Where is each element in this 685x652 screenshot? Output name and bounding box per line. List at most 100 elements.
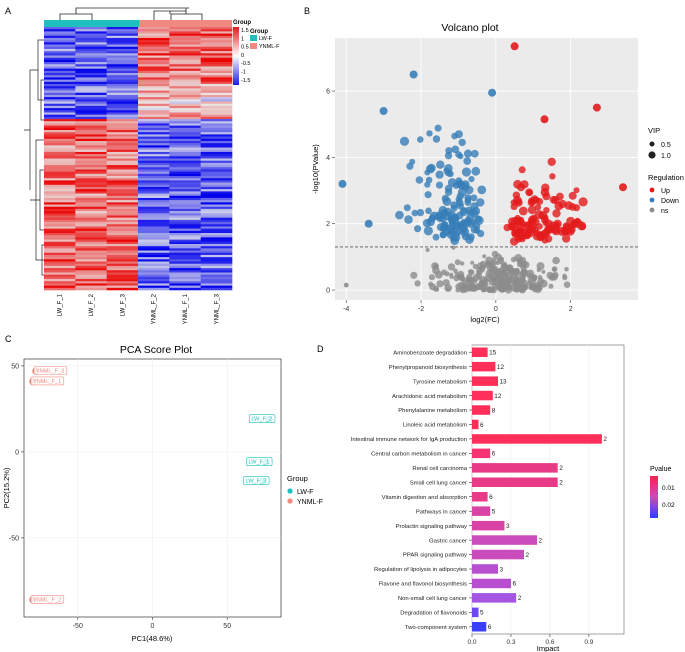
heatmap-cell (169, 257, 201, 260)
heatmap-cell (138, 145, 170, 148)
volcano-point-ns (410, 271, 418, 279)
heatmap-cell (138, 274, 170, 278)
heatmap-cell (44, 86, 76, 89)
volcano-point-down (461, 167, 471, 177)
heatmap-cell (106, 145, 139, 148)
heatmap-cell (44, 265, 76, 269)
heatmap-cell (44, 257, 76, 260)
heatmap-cell (169, 134, 201, 137)
heatmap-cell (106, 68, 139, 72)
volcano-point-ns (548, 274, 556, 281)
kegg-category-label: Pathways in cancer (416, 509, 467, 515)
volcano-point-up (512, 191, 521, 199)
heatmap-cell (200, 285, 233, 289)
heatmap-cell (169, 48, 201, 52)
kegg-bar-count: 2 (603, 436, 607, 443)
heatmap-cell (169, 219, 201, 223)
heatmap-cell (200, 200, 233, 203)
heatmap-cell (200, 79, 233, 83)
heatmap-cell (106, 248, 139, 251)
volcano-point-up (542, 219, 550, 227)
volcano-point-ns (444, 271, 450, 277)
heatmap-cell (169, 287, 201, 291)
heatmap-cell (200, 40, 233, 43)
kegg-bar (472, 405, 491, 415)
volcano-point-down (432, 233, 440, 241)
heatmap-cell (200, 73, 233, 76)
heatmap-cell (106, 191, 139, 194)
heatmap-cell (200, 83, 233, 87)
heatmap-cell (75, 145, 107, 148)
heatmap-cell (44, 64, 76, 67)
heatmap-cell (138, 224, 170, 227)
heatmap-cell (138, 59, 170, 63)
volcano-point-down (470, 194, 478, 202)
heatmap-cell (75, 243, 107, 247)
heatmap-cell (75, 241, 107, 245)
heatmap-cell (106, 130, 139, 133)
heatmap-cell (138, 130, 170, 133)
heatmap-cell (200, 92, 233, 96)
heatmap-cell (75, 68, 107, 72)
heatmap-cell (44, 81, 76, 85)
volcano-point-down (417, 136, 424, 143)
heatmap-cell (44, 42, 76, 45)
heatmap-cell (138, 217, 170, 221)
heatmap-cell (75, 254, 107, 258)
volcano-point-ns (479, 276, 487, 284)
heatmap-cell (106, 257, 139, 260)
heatmap-cell (200, 197, 233, 201)
heatmap-cell (169, 31, 201, 34)
volcano-point-up (508, 217, 517, 226)
heatmap-cell (75, 257, 107, 260)
heatmap-cell (138, 270, 170, 273)
heatmap-cell (169, 119, 201, 122)
heatmap-cell (200, 186, 233, 190)
volcano-point-up (518, 206, 528, 216)
heatmap-cell (169, 246, 201, 249)
heatmap-cell (200, 114, 233, 118)
heatmap-cell (138, 70, 170, 74)
volcano-point-down (444, 188, 453, 196)
heatmap-cell (138, 173, 170, 177)
heatmap-cell (138, 222, 170, 225)
heatmap-cell (138, 105, 170, 109)
heatmap-cell (106, 158, 139, 161)
vip-legend-large-label: 1.0 (661, 153, 671, 160)
volcano-point-ns (519, 283, 528, 292)
heatmap-cell (75, 108, 107, 111)
heatmap-cell (44, 99, 76, 102)
volcano-point-down (404, 215, 413, 224)
heatmap-cell (106, 173, 139, 177)
volcano-point-up (572, 204, 581, 212)
heatmap-colorbar-tick: 1 (241, 36, 244, 42)
heatmap-cell (75, 134, 107, 137)
heatmap-cell (44, 250, 76, 254)
heatmap-cell (44, 90, 76, 94)
volcano-ytick-label: 4 (326, 155, 330, 162)
heatmap-cell (169, 94, 201, 98)
kegg-bar (472, 448, 491, 459)
volcano-point-down (441, 194, 450, 203)
heatmap-cell (106, 180, 139, 183)
kegg-category-label: Tyrosine metabolism (413, 379, 467, 385)
heatmap-cell (106, 138, 139, 142)
volcano-point-up (531, 217, 540, 226)
heatmap-cell (200, 226, 233, 229)
volcano-point-down (426, 130, 433, 137)
heatmap-cell (138, 112, 170, 115)
heatmap-cell (200, 94, 233, 98)
volcano-point-ns (466, 276, 474, 284)
heatmap-cell (75, 217, 107, 221)
volcano-point-down (434, 124, 442, 132)
heatmap-cell (200, 48, 233, 52)
heatmap-cell (138, 180, 170, 183)
heatmap-cell (138, 108, 170, 111)
heatmap-cell (75, 160, 107, 164)
volcano-point-up (509, 237, 519, 246)
kegg-bar-count: 3 (500, 566, 504, 573)
heatmap-cell (200, 162, 233, 166)
regulation-legend: Regulation Up Down ns (648, 173, 684, 215)
heatmap-cell (200, 217, 233, 221)
